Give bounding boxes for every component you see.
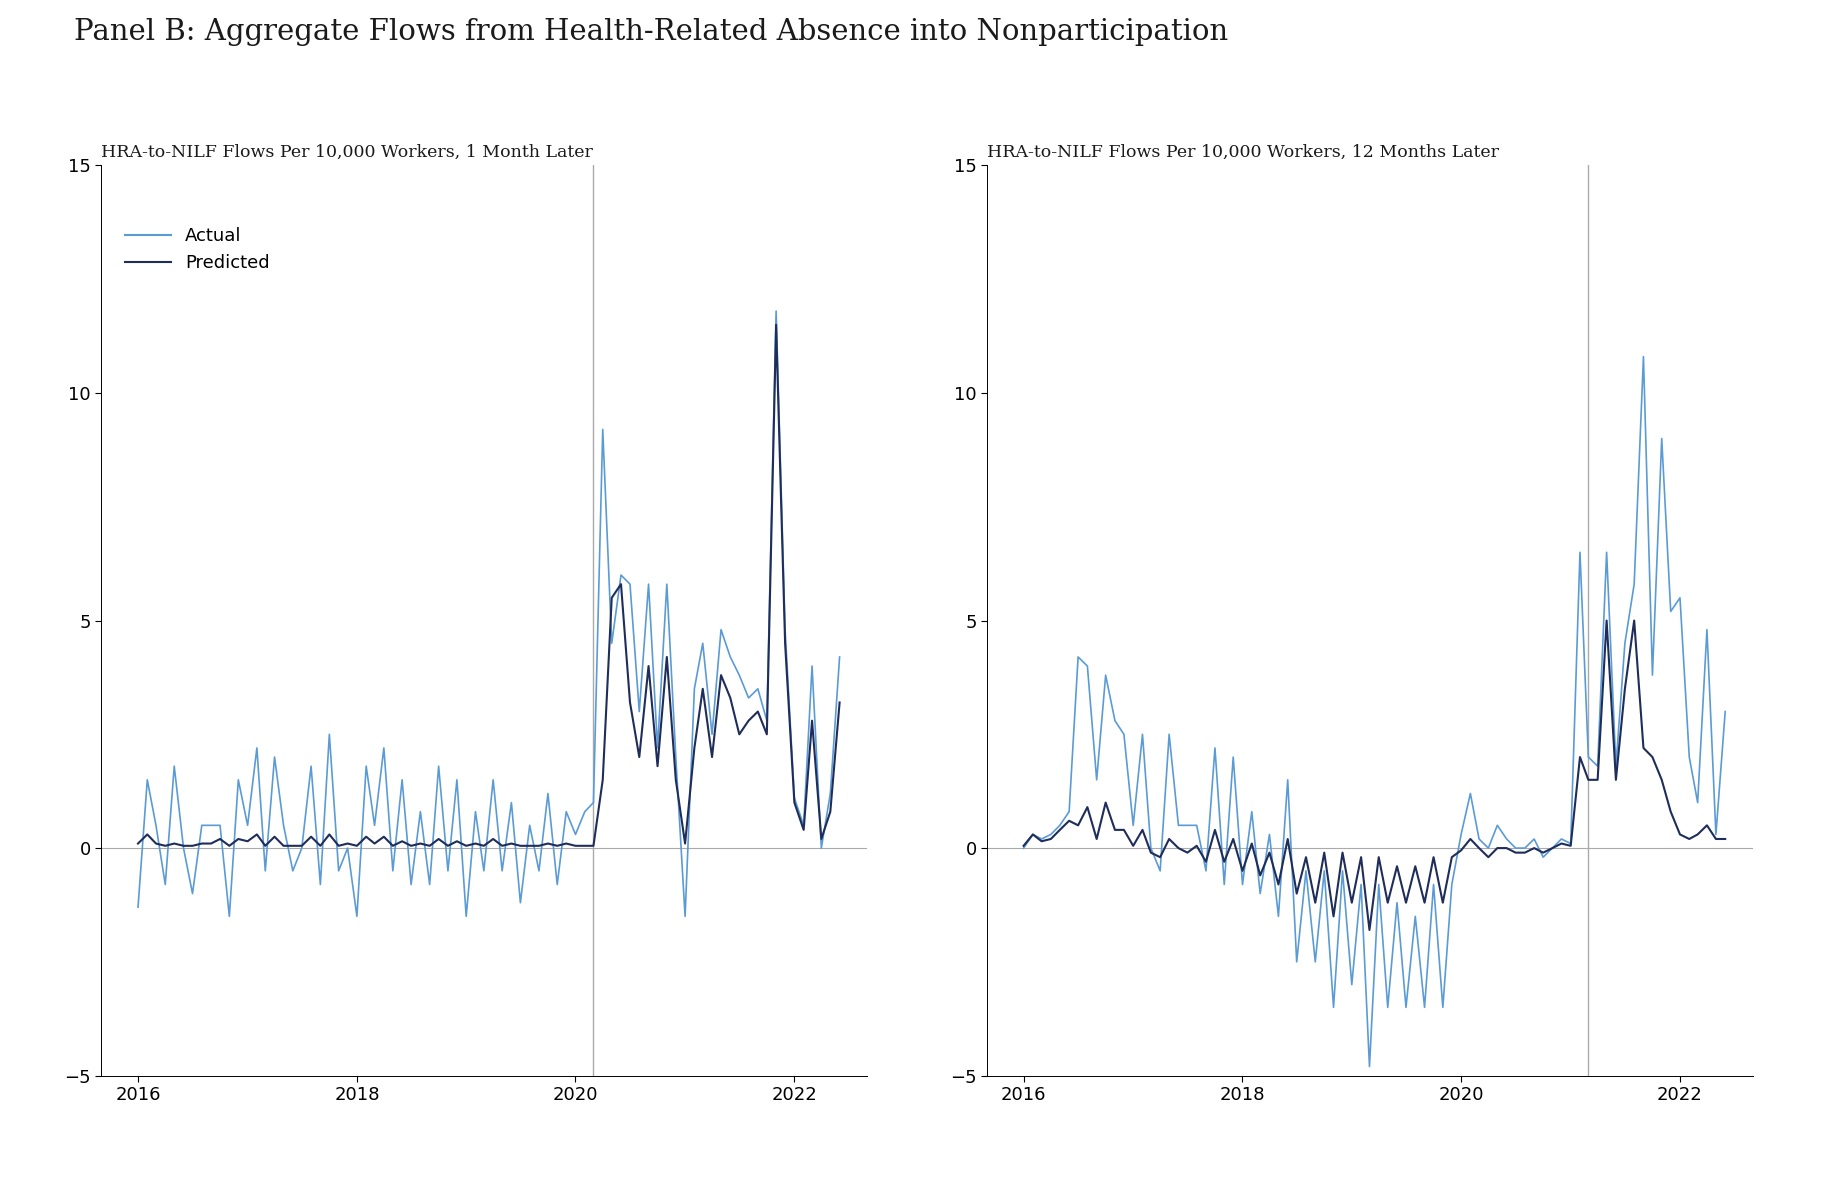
Text: HRA-to-NILF Flows Per 10,000 Workers, 1 Month Later: HRA-to-NILF Flows Per 10,000 Workers, 1 …	[101, 144, 594, 161]
Text: HRA-to-NILF Flows Per 10,000 Workers, 12 Months Later: HRA-to-NILF Flows Per 10,000 Workers, 12…	[987, 144, 1500, 161]
Text: Panel B: Aggregate Flows from Health-Related Absence into Nonparticipation: Panel B: Aggregate Flows from Health-Rel…	[74, 18, 1229, 46]
Legend: Actual, Predicted: Actual, Predicted	[118, 220, 277, 279]
